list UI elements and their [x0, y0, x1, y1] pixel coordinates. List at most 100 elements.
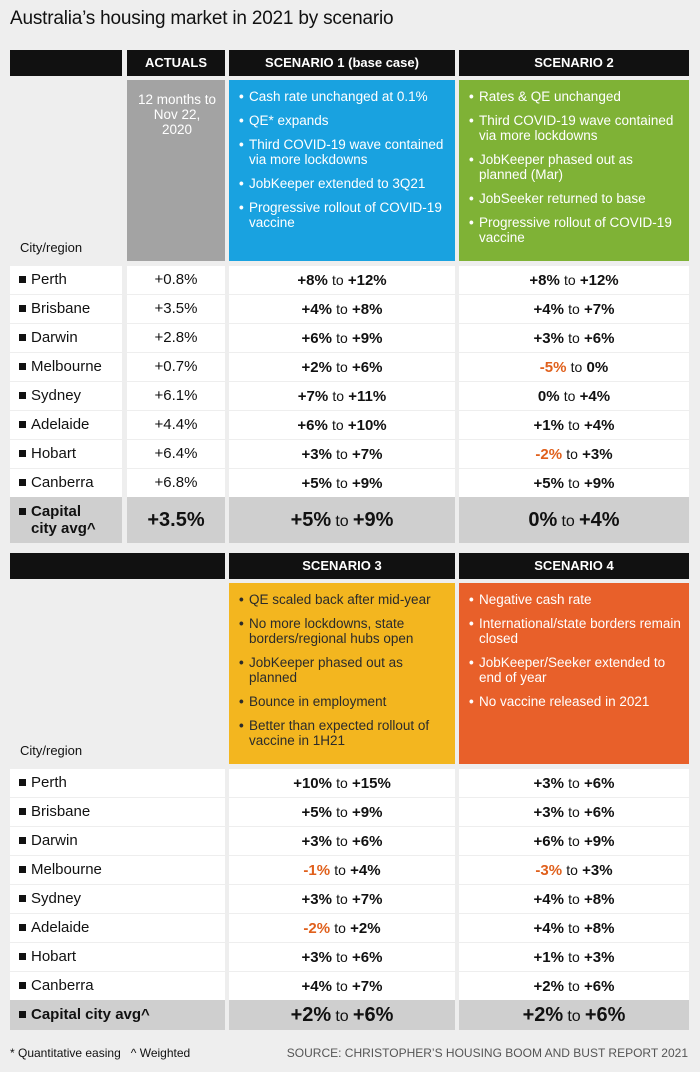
scenario4-description: • Negative cash rate • International/state … [459, 583, 689, 764]
range-low: +1% [533, 417, 564, 434]
city-name: Hobart [31, 948, 77, 965]
scenario1-bullet-text: QE* expands [249, 113, 329, 128]
actual-value: +2.8% [127, 324, 225, 352]
bullet-dot: • [239, 694, 244, 709]
scenario3-bullet: • JobKeeper phased out as planned [239, 655, 447, 685]
range-high: +9% [584, 475, 615, 492]
range-low: +3% [533, 804, 564, 821]
scenario1-bullet-text: Cash rate unchanged at 0.1% [249, 89, 428, 104]
bullet-square-icon [19, 508, 26, 515]
scenario1-bullet: • JobKeeper extended to 3Q21 [239, 176, 447, 191]
table-row: Adelaide -2% to +2% +4% to +8% [0, 914, 700, 942]
range-high: +3% [582, 446, 613, 463]
header-bar-city [10, 50, 122, 76]
scenario2-bullet: • Third COVID-19 wave contained via more … [469, 113, 681, 143]
scenario1-bullet: • QE* expands [239, 113, 447, 128]
scenario1-range: +8% to +12% [229, 266, 455, 294]
range-to: to [336, 978, 348, 994]
range-low: +5% [533, 475, 564, 492]
bullet-dot: • [239, 592, 244, 607]
scenario4-range: +3% to +6% [459, 798, 689, 826]
bullet-square-icon [19, 895, 26, 902]
range-to: to [336, 330, 348, 346]
range-low: +2% [301, 359, 332, 376]
range-high: +7% [352, 891, 383, 908]
city-name: Melbourne [31, 861, 102, 878]
range-to: to [332, 388, 345, 404]
range-high: +6% [352, 949, 383, 966]
bullet-dot: • [239, 137, 244, 152]
range-low: +8% [297, 272, 328, 289]
bullet-dot: • [469, 113, 474, 128]
scenario3-range: -1% to +4% [229, 856, 455, 884]
scenario4-range: +4% to +8% [459, 914, 689, 942]
table-row: Brisbane +3.5% +4% to +8% +4% to +7% [0, 295, 700, 323]
city-name: Melbourne [31, 358, 102, 375]
col-header-actuals: ACTUALS [127, 50, 225, 76]
city-region-header-2: City/region [20, 743, 83, 758]
range-high: +3% [584, 949, 615, 966]
scenario2-range: -5% to 0% [459, 353, 689, 381]
range-to: to [568, 949, 580, 965]
scenario1-bullet: • Progressive rollout of COVID-19 vaccine [239, 200, 447, 230]
range-to: to [335, 513, 349, 530]
actuals-description: 12 months to Nov 22, 2020 [127, 80, 225, 261]
table-row: Hobart +6.4% +3% to +7% -2% to +3% [0, 440, 700, 468]
scenario3-range: +5% to +9% [229, 798, 455, 826]
range-low: +7% [297, 388, 329, 405]
range-to: to [335, 1008, 349, 1025]
range-low: +3% [533, 775, 564, 792]
range-high: +4% [579, 388, 611, 405]
scenario1-range: +2% to +6% [229, 353, 455, 381]
bullet-dot: • [469, 89, 474, 104]
col-header-scenario2: SCENARIO 2 [459, 50, 689, 76]
scenario4-range: +2% to +6% [459, 972, 689, 1000]
scenario2-range: +1% to +4% [459, 411, 689, 439]
scenario2-bullet-text: Third COVID-19 wave contained via more l… [479, 113, 674, 143]
scenario4-bullet-text: International/state borders remain close… [479, 616, 681, 646]
scenario1-description: • Cash rate unchanged at 0.1% • QE* expands… [229, 80, 455, 261]
table-row: Sydney +3% to +7% +4% to +8% [0, 885, 700, 913]
scenario3-range: +4% to +7% [229, 972, 455, 1000]
scenario2-range: +5% to +9% [459, 469, 689, 497]
city-name: Darwin [31, 832, 78, 849]
city-name: Perth [31, 271, 67, 288]
table-row: Darwin +2.8% +6% to +9% +3% to +6% [0, 324, 700, 352]
range-low: +5% [301, 804, 332, 821]
range-to: to [568, 804, 580, 820]
col-header-scenario3: SCENARIO 3 [229, 553, 455, 579]
range-high: +6% [584, 775, 615, 792]
table-row: Melbourne +0.7% +2% to +6% -5% to 0% [0, 353, 700, 381]
city-region-header: City/region [20, 240, 83, 255]
scenario3-range: +3% to +7% [229, 885, 455, 913]
range-to: to [563, 388, 576, 404]
scenario4-bullet-text: No vaccine released in 2021 [479, 694, 650, 709]
table-row: Canberra +4% to +7% +2% to +6% [0, 972, 700, 1000]
range-high: +6% [584, 804, 615, 821]
city-cell: Darwin [10, 827, 225, 855]
scenario2-range: 0% to +4% [459, 382, 689, 410]
range-high: +9% [352, 509, 394, 531]
range-to: to [568, 301, 580, 317]
city-cell: Melbourne [10, 856, 225, 884]
scenario4-range: +6% to +9% [459, 827, 689, 855]
scenario1-bullet-text: Third COVID-19 wave contained via more l… [249, 137, 444, 167]
range-to: to [336, 475, 348, 491]
city-cell: Perth [10, 266, 122, 294]
scenario4-range: +4% to +8% [459, 885, 689, 913]
range-to: to [568, 330, 580, 346]
table-row: Canberra +6.8% +5% to +9% +5% to +9% [0, 469, 700, 497]
range-high: +7% [352, 446, 383, 463]
scenario4-bullet: • No vaccine released in 2021 [469, 694, 681, 709]
scenario1-range: +6% to +10% [229, 411, 455, 439]
range-to: to [331, 417, 344, 433]
range-low: +4% [533, 891, 564, 908]
scenario2-range: +4% to +7% [459, 295, 689, 323]
actual-value: +0.7% [127, 353, 225, 381]
avg-actual-value: +3.5% [127, 497, 225, 543]
bullet-square-icon [19, 305, 26, 312]
table-row: Brisbane +5% to +9% +3% to +6% [0, 798, 700, 826]
range-low: 0% [537, 388, 560, 405]
scenario3-bullet: • QE scaled back after mid-year [239, 592, 447, 607]
range-high: +7% [352, 978, 383, 995]
